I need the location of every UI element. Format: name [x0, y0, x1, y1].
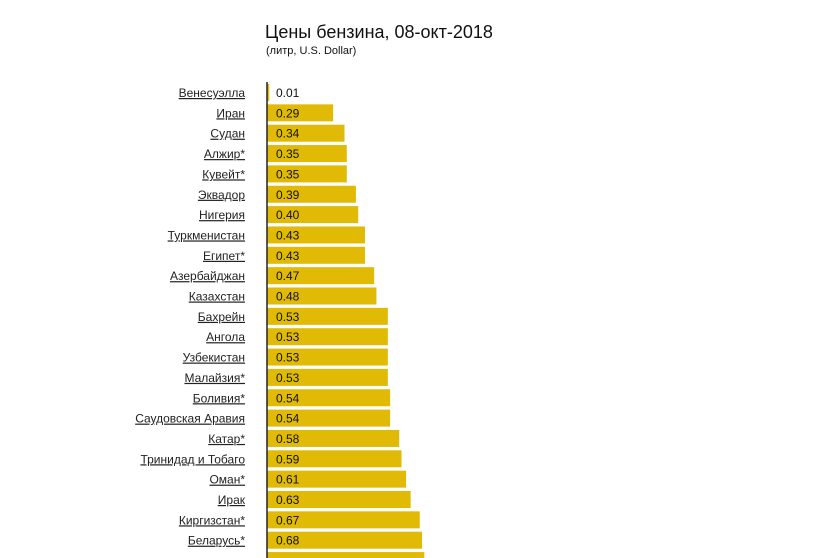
bar — [267, 409, 391, 427]
value-label: 0.35 — [276, 167, 300, 181]
value-label: 0.39 — [276, 188, 300, 202]
bar — [267, 206, 359, 224]
chart-subtitle: (литр, U.S. Dollar) — [266, 45, 357, 57]
bar — [267, 145, 347, 163]
bar — [267, 246, 366, 264]
value-label: 0.48 — [276, 290, 300, 304]
bar — [267, 267, 375, 285]
value-label: 0.47 — [276, 269, 300, 283]
value-label: 0.53 — [276, 351, 300, 365]
category-label[interactable]: Ангола — [206, 330, 245, 344]
category-label[interactable]: Бахрейн — [198, 310, 245, 324]
category-label[interactable]: Нигерия — [199, 208, 245, 222]
value-label: 0.68 — [276, 534, 300, 548]
category-label[interactable]: Боливия* — [193, 391, 246, 405]
bar — [267, 185, 356, 203]
category-label[interactable]: Казахстан — [189, 290, 245, 304]
value-label: 0.61 — [276, 473, 300, 487]
value-label: 0.35 — [276, 147, 300, 161]
category-label[interactable]: Азербайджан — [170, 269, 245, 283]
bar — [267, 328, 388, 346]
category-label[interactable]: Эквадор — [198, 188, 245, 202]
category-label[interactable]: Узбекистан — [183, 351, 245, 365]
value-label: 0.43 — [276, 228, 300, 242]
bar — [267, 531, 423, 549]
category-label[interactable]: Катар* — [208, 432, 245, 446]
bar — [267, 124, 345, 142]
category-label[interactable]: Кувейт* — [202, 167, 245, 181]
value-label: 0.54 — [276, 391, 300, 405]
category-label[interactable]: Иран — [216, 106, 245, 120]
bar — [267, 84, 270, 101]
value-label: 0.40 — [276, 208, 300, 222]
value-label: 0.63 — [276, 493, 300, 507]
category-label[interactable]: Киргизстан* — [179, 513, 245, 527]
bar — [267, 450, 402, 468]
value-label: 0.59 — [276, 452, 300, 466]
bars-group: Венесуэлла 0.01 Иран 0.29 Судан 0.34 Алжир* 0.3… — [135, 84, 425, 558]
value-label: 0.53 — [276, 310, 300, 324]
bar — [267, 491, 411, 508]
category-label[interactable]: Венесуэлла — [179, 86, 246, 100]
category-label[interactable]: Беларусь* — [188, 534, 245, 548]
category-label[interactable]: Туркменистан — [168, 228, 245, 242]
value-label: 0.67 — [276, 513, 300, 527]
bar — [267, 307, 388, 325]
bar — [267, 470, 407, 488]
value-label: 0.54 — [276, 412, 300, 426]
bar-partial — [267, 552, 425, 558]
category-label[interactable]: Оман* — [209, 473, 245, 487]
category-label[interactable]: Малайзия* — [184, 371, 245, 385]
chart-title: Цены бензина, 08-окт-2018 — [265, 22, 493, 42]
category-label[interactable]: Судан — [210, 127, 245, 141]
bar — [267, 429, 400, 447]
bar — [267, 165, 347, 183]
category-label[interactable]: Саудовская Аравия — [135, 412, 245, 426]
value-label: 0.29 — [276, 106, 300, 120]
value-label: 0.58 — [276, 432, 300, 446]
value-label: 0.34 — [276, 127, 300, 141]
category-label[interactable]: Ирак — [218, 493, 246, 507]
bar — [267, 511, 420, 529]
bar — [267, 104, 334, 122]
bar — [267, 287, 377, 305]
category-label[interactable]: Алжир* — [204, 147, 245, 161]
bar — [267, 368, 388, 386]
value-label: 0.01 — [276, 86, 300, 100]
value-label: 0.43 — [276, 249, 300, 263]
bar — [267, 348, 388, 366]
category-label[interactable]: Египет* — [203, 249, 245, 263]
bar — [267, 226, 366, 244]
value-label: 0.53 — [276, 371, 300, 385]
value-label: 0.53 — [276, 330, 300, 344]
category-label[interactable]: Тринидад и Тобаго — [140, 452, 245, 466]
bar — [267, 389, 391, 407]
